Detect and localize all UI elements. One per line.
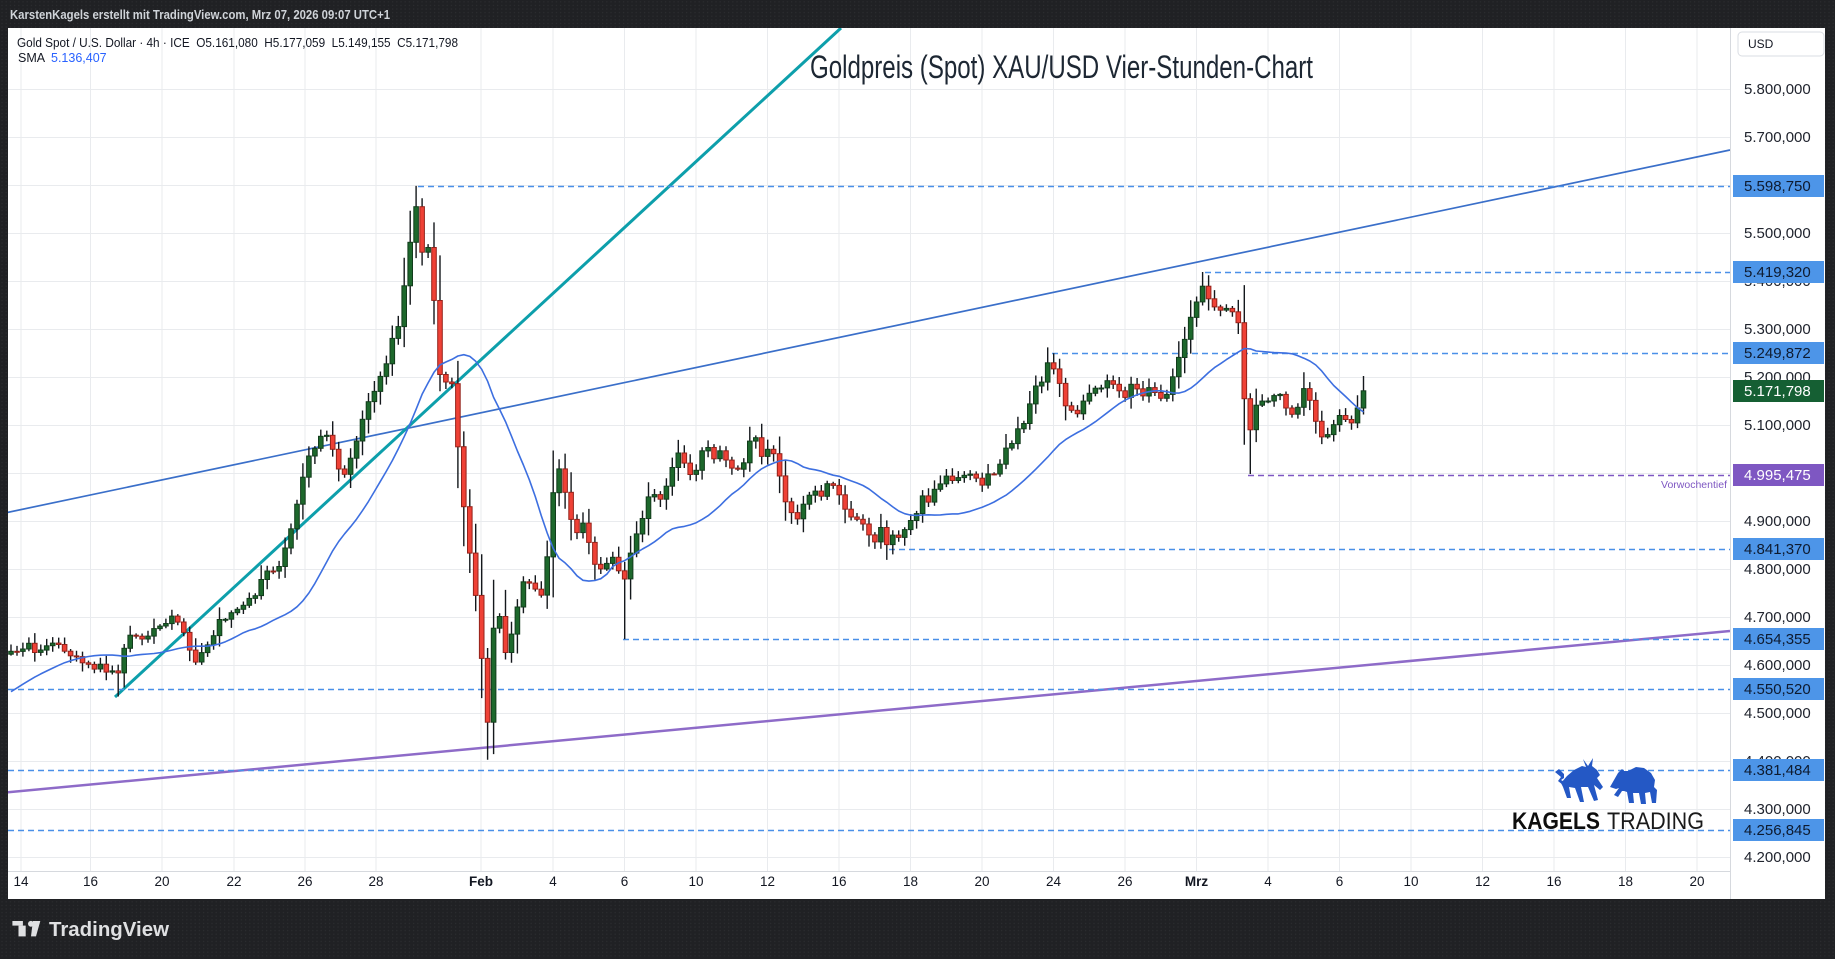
svg-text:5.700,000: 5.700,000: [1744, 129, 1811, 146]
svg-text:4.600,000: 4.600,000: [1744, 657, 1811, 674]
svg-text:20: 20: [1689, 874, 1704, 889]
svg-text:TradingView: TradingView: [49, 919, 169, 941]
svg-text:6: 6: [621, 874, 629, 889]
svg-text:16: 16: [831, 874, 846, 889]
svg-text:6: 6: [1336, 874, 1344, 889]
svg-text:Feb: Feb: [469, 874, 493, 889]
svg-text:20: 20: [154, 874, 169, 889]
svg-text:4.841,370: 4.841,370: [1744, 541, 1811, 558]
svg-text:SMA: SMA: [18, 51, 46, 65]
svg-text:12: 12: [1475, 874, 1490, 889]
svg-text:26: 26: [1117, 874, 1132, 889]
svg-text:4.700,000: 4.700,000: [1744, 609, 1811, 626]
svg-text:5.419,320: 5.419,320: [1744, 264, 1811, 281]
svg-text:22: 22: [226, 874, 241, 889]
svg-text:Gold Spot / U.S. Dollar · 4h ·: Gold Spot / U.S. Dollar · 4h · ICE O5.16…: [17, 36, 458, 50]
svg-text:28: 28: [368, 874, 383, 889]
svg-text:4.995,475: 4.995,475: [1744, 467, 1811, 484]
svg-text:18: 18: [1618, 874, 1633, 889]
svg-text:5.100,000: 5.100,000: [1744, 417, 1811, 434]
svg-text:4.550,520: 4.550,520: [1744, 681, 1811, 698]
svg-text:4.381,484: 4.381,484: [1744, 762, 1811, 779]
svg-text:5.171,798: 5.171,798: [1744, 383, 1811, 400]
svg-text:4: 4: [1264, 874, 1272, 889]
svg-text:USD: USD: [1748, 37, 1774, 51]
svg-text:4.256,845: 4.256,845: [1744, 822, 1811, 839]
svg-text:16: 16: [1546, 874, 1561, 889]
svg-text:4.800,000: 4.800,000: [1744, 561, 1811, 578]
svg-text:24: 24: [1046, 874, 1062, 889]
svg-text:4.300,000: 4.300,000: [1744, 801, 1811, 818]
svg-text:12: 12: [760, 874, 775, 889]
svg-text:18: 18: [903, 874, 918, 889]
svg-text:5.249,872: 5.249,872: [1744, 345, 1811, 362]
svg-text:4.654,355: 4.654,355: [1744, 631, 1811, 648]
svg-text:TRADING: TRADING: [1607, 808, 1704, 835]
svg-text:4.900,000: 4.900,000: [1744, 513, 1811, 530]
svg-text:20: 20: [974, 874, 989, 889]
svg-text:5.598,750: 5.598,750: [1744, 178, 1811, 195]
svg-text:16: 16: [83, 874, 98, 889]
svg-text:5.136,407: 5.136,407: [51, 51, 107, 65]
svg-text:10: 10: [688, 874, 703, 889]
svg-text:Goldpreis (Spot) XAU/USD Vier-: Goldpreis (Spot) XAU/USD Vier-Stunden-Ch…: [810, 49, 1313, 85]
svg-text:4.200,000: 4.200,000: [1744, 849, 1811, 866]
svg-text:4.500,000: 4.500,000: [1744, 705, 1811, 722]
svg-text:14: 14: [13, 874, 29, 889]
svg-text:26: 26: [297, 874, 312, 889]
svg-text:4: 4: [549, 874, 557, 889]
svg-text:5.300,000: 5.300,000: [1744, 321, 1811, 338]
svg-text:10: 10: [1403, 874, 1418, 889]
svg-text:5.800,000: 5.800,000: [1744, 81, 1811, 98]
svg-text:KarstenKagels erstellt mit Tra: KarstenKagels erstellt mit TradingView.c…: [10, 8, 390, 22]
svg-text:KAGELS: KAGELS: [1512, 808, 1600, 835]
svg-text:Vorwochentief: Vorwochentief: [1661, 479, 1727, 491]
svg-text:Mrz: Mrz: [1185, 874, 1208, 889]
svg-text:5.500,000: 5.500,000: [1744, 225, 1811, 242]
